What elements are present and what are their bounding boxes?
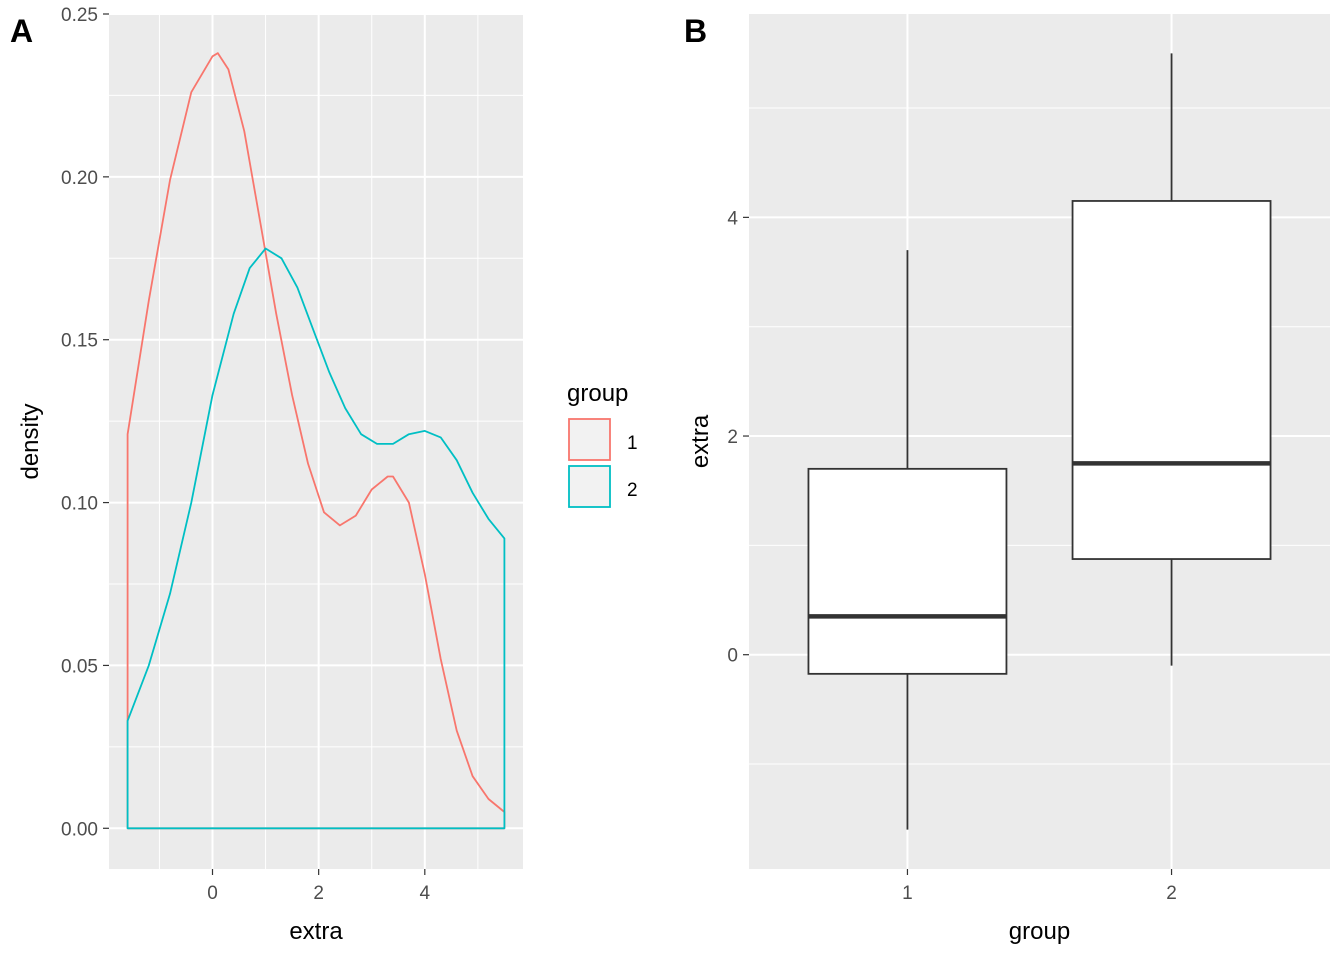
legend: group 1 2	[567, 380, 638, 508]
density-axis-ticks: 0 2 4 0.00 0.05 0.10 0.15 0.20 0.25	[61, 5, 431, 904]
boxplot-x-tick-label: 1	[902, 883, 913, 904]
boxplot-boxes	[807, 53, 1272, 830]
boxplot-x-axis-title: group	[1009, 918, 1070, 945]
boxplot-x-tick-label: 2	[1166, 883, 1177, 904]
legend-key-1	[568, 418, 611, 461]
box-group-1	[807, 250, 1008, 830]
density-x-tick-label: 0	[207, 883, 218, 904]
density-series	[126, 52, 506, 830]
legend-item-1: 1	[568, 418, 638, 461]
density-y-tick-label: 0.05	[61, 656, 98, 677]
box-group-2	[1071, 53, 1272, 666]
box-iqr	[1071, 200, 1272, 560]
density-y-axis-title: density	[17, 403, 44, 479]
density-x-axis-title: extra	[289, 918, 343, 945]
panel-tag-a: A	[10, 13, 33, 49]
density-x-tick-label: 2	[313, 883, 324, 904]
density-y-tick-label: 0.00	[61, 819, 98, 840]
density-y-tick-label: 0.15	[61, 331, 98, 352]
density-curve-group-1	[126, 52, 506, 830]
boxplot-y-tick-label: 2	[727, 427, 738, 448]
legend-key-2	[568, 465, 611, 508]
density-y-tick-label: 0.10	[61, 494, 98, 515]
density-y-tick-label: 0.25	[61, 5, 98, 26]
density-y-tick-label: 0.20	[61, 168, 98, 189]
density-gridlines	[109, 13, 523, 869]
box-iqr	[807, 467, 1008, 675]
density-x-tick-label: 4	[420, 883, 431, 904]
density-curve-group-2	[126, 247, 506, 830]
panel-tag-b: B	[684, 13, 707, 49]
boxplot-y-tick-label: 0	[727, 646, 738, 667]
legend-title: group	[567, 380, 628, 407]
boxplot-y-tick-label: 4	[727, 208, 738, 229]
legend-label-1: 1	[627, 433, 638, 454]
density-panel: 0 2 4 0.00 0.05 0.10 0.15 0.20 0.25 extra densit…	[17, 5, 523, 945]
boxplot-y-axis-title: extra	[687, 414, 714, 468]
legend-item-2: 2	[568, 465, 638, 508]
boxplot-axis-ticks: 0 2 4 1 2	[727, 208, 1176, 904]
boxplot-panel: 0 2 4 1 2 group extra	[687, 14, 1330, 945]
legend-label-2: 2	[627, 480, 638, 501]
density-plot-background	[109, 14, 523, 869]
